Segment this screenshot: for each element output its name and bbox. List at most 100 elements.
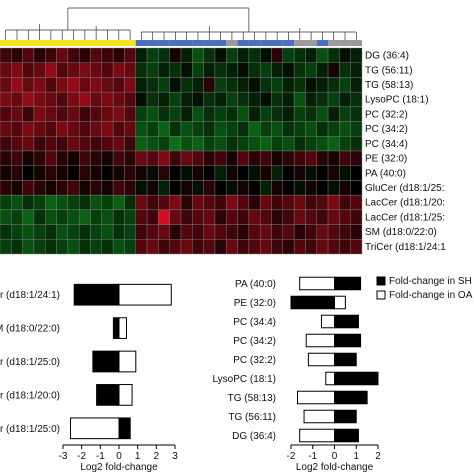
heatmap-cell: [282, 194, 295, 211]
heatmap-cell: [350, 47, 363, 63]
heatmap-cell: [327, 224, 340, 240]
bar: [299, 276, 336, 291]
heatmap-cell: [158, 62, 170, 78]
heatmap-cell: [135, 209, 148, 225]
heatmap-cell: [22, 239, 35, 255]
heatmap-cell: [237, 224, 250, 240]
heatmap-cell: [192, 239, 204, 255]
bar: [118, 384, 133, 406]
heatmap-cell: [350, 180, 363, 196]
group-bar-segment: [11, 40, 23, 46]
heatmap-cell: [112, 224, 125, 240]
heatmap-cell: [316, 180, 329, 196]
heatmap-cell: [45, 47, 57, 63]
heatmap-cell: [327, 209, 340, 225]
bar-category-label: PA (40:0): [235, 279, 276, 290]
heatmap-cell: [0, 150, 12, 166]
heatmap-cell: [146, 194, 159, 211]
heatmap-cell: [11, 180, 23, 196]
x-tick-label: -2: [77, 451, 86, 462]
heatmap-cell: [67, 180, 80, 196]
heatmap-cell: [282, 165, 295, 181]
heatmap-cell: [22, 121, 35, 137]
group-bar-segment: [169, 40, 181, 46]
heatmap-cell: [293, 180, 306, 196]
heatmap-cell: [316, 136, 329, 152]
heatmap-cell: [124, 224, 136, 240]
heatmap-cell: [180, 180, 193, 196]
heatmap-cell: [226, 239, 238, 255]
heatmap-cell: [271, 62, 284, 78]
legend-label: Fold-change in SH: [389, 276, 472, 287]
dendrogram: [5, 7, 357, 40]
heatmap-cell: [67, 239, 80, 255]
heatmap-cell: [339, 136, 351, 152]
bar: [334, 428, 359, 443]
heatmap-cell: [56, 165, 69, 181]
heatmap-cell: [248, 194, 261, 211]
group-bar-segment: [203, 40, 215, 46]
heatmap-cell: [271, 194, 284, 211]
heatmap-row-label: DG (36:4): [365, 51, 409, 62]
heatmap-cell: [180, 209, 193, 225]
heatmap-cell: [112, 77, 125, 93]
heatmap-row-label: LacCer (d18:1/25:: [365, 212, 445, 223]
heatmap-cell: [339, 77, 351, 93]
heatmap-cell: [339, 91, 351, 108]
heatmap-cell: [124, 209, 136, 225]
group-bar-segment: [260, 40, 272, 46]
heatmap-cell: [78, 106, 91, 122]
heatmap-cell: [339, 165, 351, 181]
heatmap-cell: [78, 224, 91, 240]
heatmap-cell: [203, 136, 216, 152]
heatmap-cell: [56, 150, 69, 166]
heatmap-cell: [271, 150, 284, 166]
heatmap-cell: [192, 165, 204, 181]
heatmap-cell: [124, 77, 136, 93]
group-color-bar: [0, 40, 362, 46]
heatmap-cell: [214, 77, 227, 93]
heatmap-cell: [203, 47, 216, 63]
heatmap-cell: [90, 62, 103, 78]
group-bar-segment: [33, 40, 46, 46]
heatmap-cell: [259, 180, 272, 196]
heatmap-cell: [45, 77, 57, 93]
heatmap-cell: [56, 224, 69, 240]
heatmap-cell: [146, 150, 159, 166]
group-bar-segment: [316, 40, 329, 46]
heatmap-cell: [0, 62, 12, 78]
heatmap-cell: [11, 77, 23, 93]
heatmap-cell: [305, 209, 317, 225]
heatmap-cell: [101, 47, 114, 63]
heatmap-cell: [78, 150, 91, 166]
x-tick-label: -1: [308, 451, 317, 462]
heatmap-cell: [248, 62, 261, 78]
heatmap-cell: [293, 209, 306, 225]
heatmap-cell: [305, 121, 317, 137]
group-bar-segment: [282, 40, 295, 46]
heatmap-cell: [67, 91, 80, 108]
heatmap-cell: [237, 121, 250, 137]
heatmap-cell: [327, 194, 340, 211]
heatmap-cell: [169, 77, 182, 93]
heatmap-cell: [293, 62, 306, 78]
group-bar-segment: [248, 40, 261, 46]
heatmap-cell: [158, 180, 170, 196]
heatmap-cell: [11, 209, 23, 225]
heatmap-cell: [226, 77, 238, 93]
heatmap-cell: [203, 165, 216, 181]
heatmap-cell: [316, 194, 329, 211]
heatmap-cell: [203, 180, 216, 196]
heatmap-cell: [56, 106, 69, 122]
heatmap-cell: [0, 180, 12, 196]
heatmap-cell: [22, 224, 35, 240]
heatmap-cell: [90, 47, 103, 63]
heatmap-cell: [226, 180, 238, 196]
heatmap-cell: [124, 150, 136, 166]
heatmap-cell: [305, 77, 317, 93]
group-bar-segment: [0, 40, 12, 46]
heatmap-cell: [146, 106, 159, 122]
heatmap-cell: [158, 77, 170, 93]
bar: [118, 283, 172, 306]
heatmap-cell: [203, 239, 216, 255]
